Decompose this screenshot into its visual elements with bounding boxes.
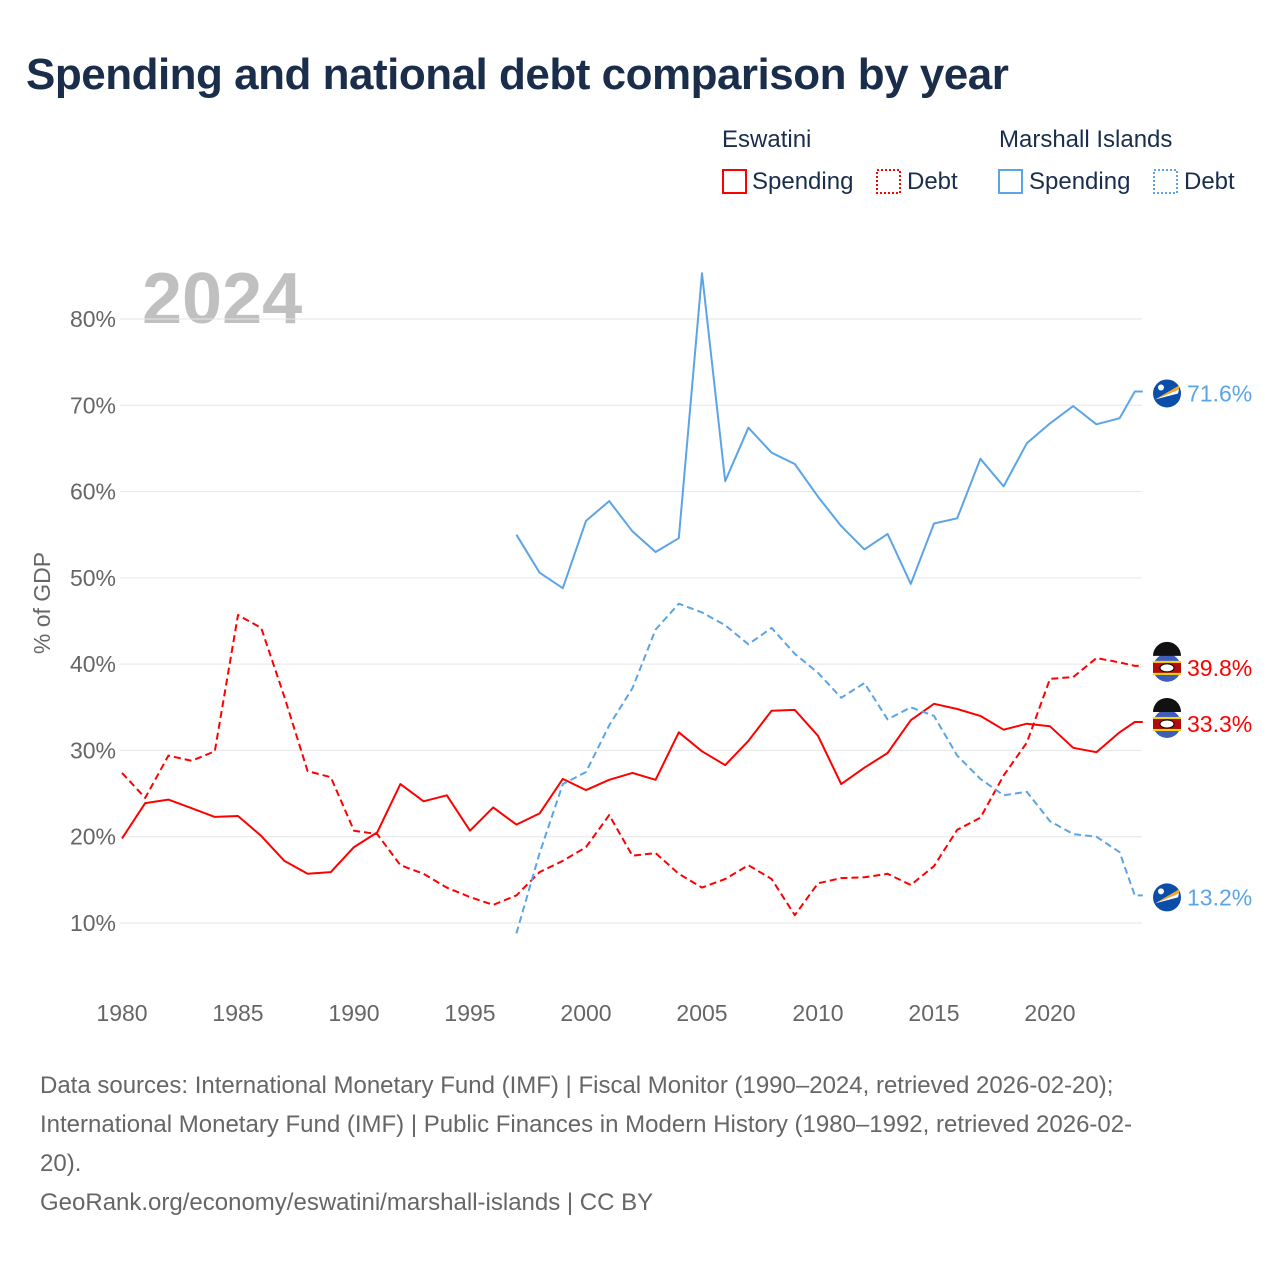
flag-top [1153, 641, 1181, 656]
x-tick-label: 1985 [212, 1000, 263, 1026]
legend-group-marshall: Marshall Islands [999, 126, 1172, 153]
end-value-label: 13.2% [1187, 884, 1252, 910]
series-line-marshall-islands-debt [515, 602, 1143, 934]
source-link[interactable]: GeoRank.org/economy/eswatini/marshall-is… [40, 1189, 654, 1216]
legend-swatch-marshall-spending [998, 169, 1023, 194]
legend-swatch-marshall-debt [1153, 169, 1178, 194]
flag-stripe [1153, 660, 1181, 663]
flag-shield [1159, 719, 1175, 729]
legend-group-eswatini: Eswatini [722, 126, 811, 153]
y-tick-label: 30% [70, 737, 116, 763]
x-tick-label: 2015 [908, 1000, 959, 1026]
end-marker [1153, 883, 1181, 912]
x-tick-label: 1990 [328, 1000, 379, 1026]
flag-stripe [1153, 716, 1181, 719]
end-marker [1153, 641, 1181, 682]
y-tick-label: 10% [70, 910, 116, 936]
series-line-eswatini-spending [121, 702, 1143, 875]
chart-title: Spending and national debt comparison by… [26, 50, 1009, 99]
legend-swatch-eswatini-spending [722, 169, 747, 194]
end-value-label: 33.3% [1187, 711, 1252, 737]
y-tick-label: 80% [70, 306, 116, 332]
x-tick-label: 2000 [560, 1000, 611, 1026]
y-tick-label: 70% [70, 392, 116, 418]
flag-stripe [1155, 385, 1179, 400]
flag-star [1158, 384, 1164, 391]
x-tick-label: 2010 [792, 1000, 843, 1026]
y-tick-label: 40% [70, 651, 116, 677]
series-line-eswatini-debt [121, 614, 1143, 917]
flag-stripe [1155, 889, 1179, 904]
flag-top [1153, 697, 1181, 712]
x-tick-label: 1995 [444, 1000, 495, 1026]
y-tick-label: 20% [70, 824, 116, 850]
flag-stripe [1155, 389, 1179, 400]
legend-label-marshall-spending[interactable]: Spending [1029, 168, 1130, 195]
legend-label-eswatini-spending[interactable]: Spending [752, 168, 853, 195]
series-line-marshall-islands-spending [515, 272, 1143, 590]
year-watermark: 2024 [142, 259, 302, 339]
end-marker [1153, 379, 1181, 408]
legend-label-eswatini-debt[interactable]: Debt [907, 168, 958, 195]
end-value-label: 71.6% [1187, 380, 1252, 406]
flag-stripe [1155, 893, 1179, 904]
source-line-1: Data sources: International Monetary Fun… [40, 1072, 1114, 1099]
source-line-3: 20). [40, 1150, 82, 1177]
legend-swatch-eswatini-debt [876, 169, 901, 194]
legend: Eswatini Spending Debt Marshall Islands … [722, 126, 1235, 195]
source-line-2: International Monetary Fund (IMF) | Publ… [40, 1111, 1133, 1138]
flag-star [1158, 888, 1164, 895]
end-value-label: 39.8% [1187, 655, 1252, 681]
legend-label-marshall-debt[interactable]: Debt [1184, 168, 1235, 195]
x-tick-label: 2020 [1024, 1000, 1075, 1026]
y-tick-label: 60% [70, 479, 116, 505]
y-axis-title: % of GDP [29, 552, 55, 654]
end-marker [1153, 697, 1181, 738]
x-tick-label: 2005 [676, 1000, 727, 1026]
y-tick-label: 50% [70, 565, 116, 591]
flag-shield [1159, 663, 1175, 673]
x-tick-label: 1980 [96, 1000, 147, 1026]
flag-stripe [1153, 728, 1181, 731]
flag-stripe [1153, 672, 1181, 675]
